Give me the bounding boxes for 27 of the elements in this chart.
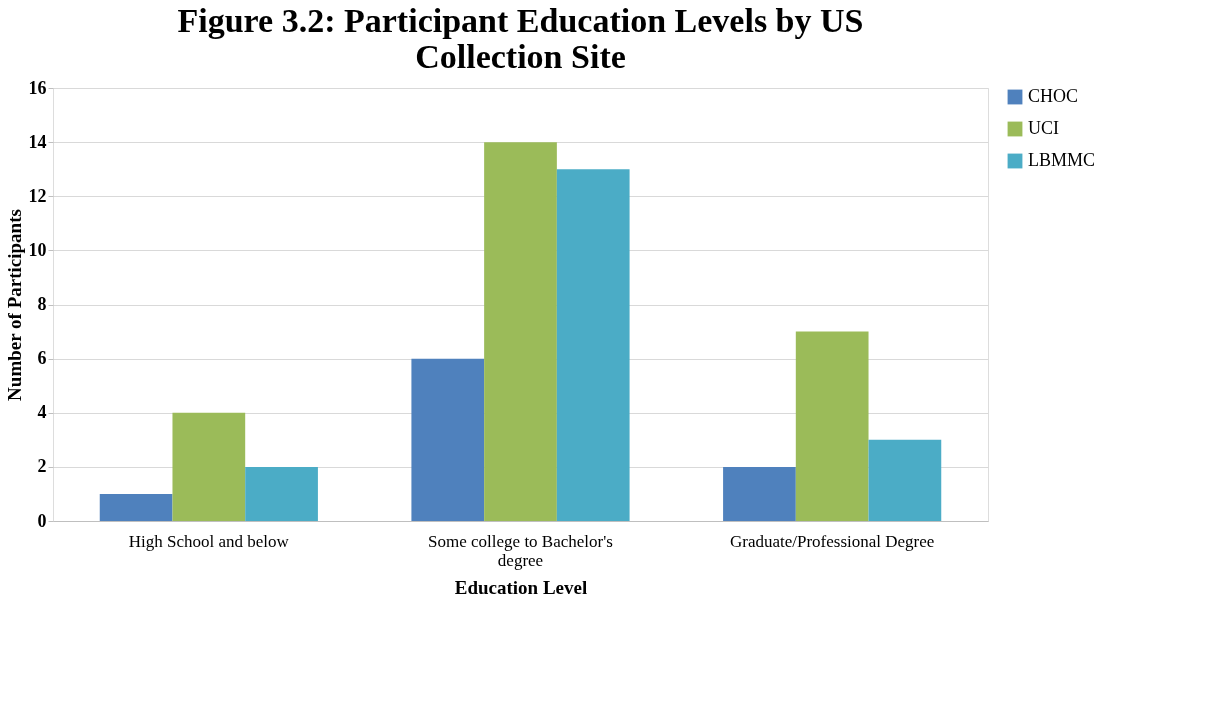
legend-label: CHOC [1028, 86, 1079, 106]
y-tick-label: 16 [28, 77, 47, 98]
y-tick-label: 4 [37, 402, 47, 423]
y-tick-label: 6 [37, 348, 47, 369]
bar [484, 142, 557, 521]
bar [795, 331, 869, 521]
legend-label: LBMMC [1028, 150, 1096, 170]
y-tick-label: 0 [37, 510, 47, 531]
bar [99, 493, 173, 521]
bar [245, 466, 318, 521]
y-tick-label: 14 [28, 131, 47, 152]
y-tick-label: 12 [28, 185, 47, 206]
x-tick-label: Some college to Bachelor's degree [428, 531, 613, 570]
legend-label: UCI [1028, 118, 1059, 138]
bar [868, 439, 942, 521]
bar [411, 358, 485, 521]
y-axis-title: Number of Participants [3, 209, 25, 401]
x-tick-label: Graduate/Professional Degree [729, 531, 935, 551]
chart-title: Figure 3.2: Participant Education Levels by US Collection Site [177, 2, 864, 75]
bar [723, 466, 796, 521]
y-tick-label: 8 [37, 294, 47, 314]
y-tick-label: 2 [37, 456, 47, 477]
bar [172, 412, 246, 521]
y-tick-label: 10 [28, 239, 47, 260]
bar [556, 169, 630, 521]
x-tick-label: High School and below [128, 531, 290, 551]
x-axis-title: Education Level [454, 576, 588, 598]
